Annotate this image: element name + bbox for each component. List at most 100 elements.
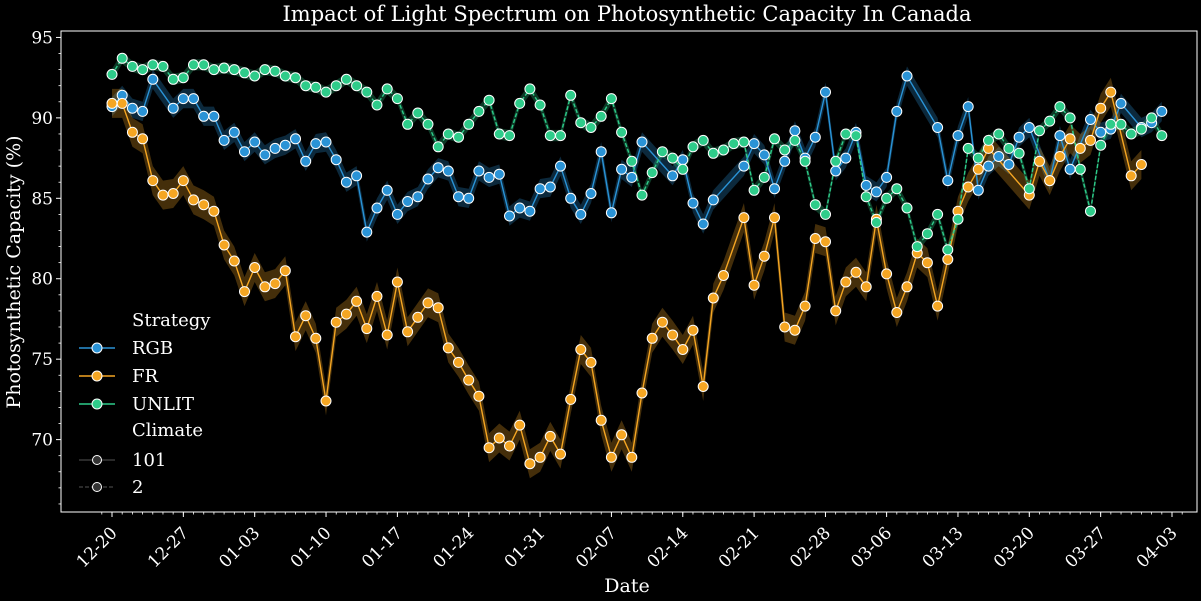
point-unlit-02-22 [758, 171, 770, 183]
point-unlit-02-04 [575, 117, 587, 129]
point-unlit-01-17 [391, 93, 403, 105]
point-unlit-01-07 [290, 72, 301, 84]
point-fr-01-23 [453, 356, 464, 368]
point-rgb-01-28 [504, 210, 515, 222]
point-unlit-03-23 [1054, 101, 1066, 113]
legend-label-rgb: RGB [132, 338, 173, 359]
point-fr-01-31 [534, 451, 546, 463]
point-fr-02-20 [738, 212, 750, 224]
point-rgb-03-29 [1115, 97, 1127, 109]
point-fr-12-20 [106, 97, 118, 109]
point-unlit-01-28 [504, 130, 515, 142]
point-fr-03-04 [860, 281, 872, 293]
point-rgb-02-23 [769, 183, 780, 195]
point-unlit-02-01 [544, 130, 556, 142]
y-axis-label: Photosynthetic Capacity (%) [3, 135, 25, 408]
point-unlit-12-22 [126, 60, 138, 72]
point-fr-01-05 [269, 278, 281, 290]
point-unlit-02-27 [809, 199, 821, 211]
point-unlit-02-19 [728, 138, 740, 150]
point-unlit-03-26 [1085, 205, 1096, 217]
point-fr-01-18 [402, 326, 414, 338]
point-fr-03-01 [830, 305, 842, 317]
point-unlit-03-08 [901, 202, 913, 214]
point-rgb-03-08 [901, 70, 913, 82]
point-unlit-01-08 [300, 80, 312, 92]
point-unlit-01-19 [412, 107, 424, 119]
point-unlit-02-17 [707, 147, 719, 159]
point-unlit-02-06 [595, 110, 607, 122]
point-fr-02-11 [646, 332, 658, 344]
point-fr-02-09 [626, 451, 638, 463]
point-rgb-01-08 [300, 155, 312, 167]
point-unlit-02-02 [555, 130, 566, 142]
y-tick-label-80: 80 [31, 270, 53, 290]
point-fr-02-28 [820, 236, 831, 248]
point-rgb-02-20 [738, 160, 750, 172]
point-fr-03-11 [932, 300, 944, 312]
point-rgb-12-22 [126, 102, 138, 114]
point-unlit-03-28 [1105, 118, 1117, 130]
point-unlit-02-28 [820, 208, 831, 220]
legend-label-climate-2: 2 [132, 477, 143, 498]
point-rgb-03-06 [881, 171, 893, 183]
point-unlit-12-26 [167, 73, 179, 85]
point-fr-03-08 [901, 281, 913, 293]
point-rgb-01-20 [422, 173, 434, 185]
point-rgb-01-30 [524, 205, 536, 217]
point-unlit-01-02 [239, 67, 250, 79]
point-fr-02-05 [585, 356, 597, 368]
point-unlit-02-24 [779, 144, 791, 156]
legend-label-fr: FR [132, 366, 158, 387]
point-rgb-02-24 [779, 155, 791, 167]
point-fr-01-06 [279, 265, 291, 277]
point-unlit-02-26 [799, 155, 811, 167]
point-unlit-01-16 [381, 83, 393, 95]
point-unlit-12-27 [177, 72, 189, 84]
point-rgb-01-14 [361, 226, 373, 238]
point-unlit-03-14 [962, 142, 974, 154]
point-rgb-03-20 [1023, 122, 1035, 133]
point-unlit-03-22 [1044, 115, 1056, 127]
point-fr-02-12 [656, 316, 668, 328]
point-fr-03-10 [921, 257, 933, 269]
point-rgb-01-16 [381, 184, 393, 196]
point-unlit-12-20 [106, 68, 118, 80]
point-unlit-12-25 [157, 60, 169, 72]
point-rgb-12-28 [188, 93, 199, 105]
point-fr-02-15 [687, 324, 699, 336]
legend-marker-unlit [91, 398, 103, 410]
y-tick-label-70: 70 [31, 431, 53, 451]
legend-marker-rgb [91, 342, 103, 354]
point-rgb-04-02 [1156, 105, 1168, 117]
point-rgb-03-02 [840, 152, 852, 164]
point-rgb-03-17 [993, 151, 1005, 162]
point-unlit-03-29 [1115, 118, 1127, 130]
point-rgb-02-22 [758, 149, 770, 161]
point-unlit-01-12 [340, 73, 352, 85]
point-fr-12-27 [177, 175, 189, 187]
point-unlit-12-29 [198, 59, 210, 71]
point-fr-03-15 [972, 163, 984, 175]
point-unlit-03-07 [891, 183, 903, 195]
point-unlit-03-25 [1074, 163, 1086, 175]
point-fr-02-07 [605, 451, 617, 463]
point-unlit-01-18 [402, 118, 414, 130]
point-fr-03-23 [1054, 151, 1066, 162]
point-unlit-01-20 [422, 118, 434, 130]
point-unlit-02-13 [667, 152, 679, 164]
point-fr-01-03 [249, 262, 261, 273]
point-fr-12-24 [147, 175, 159, 187]
y-tick-label-85: 85 [31, 189, 53, 209]
point-rgb-03-13 [952, 130, 964, 142]
point-rgb-01-04 [259, 149, 271, 161]
point-unlit-02-10 [636, 189, 648, 201]
point-fr-12-28 [188, 194, 199, 206]
point-unlit-03-04 [860, 191, 872, 203]
point-unlit-01-06 [279, 70, 291, 82]
point-unlit-01-21 [432, 141, 444, 153]
point-unlit-02-20 [738, 136, 750, 148]
point-fr-01-08 [300, 310, 312, 322]
